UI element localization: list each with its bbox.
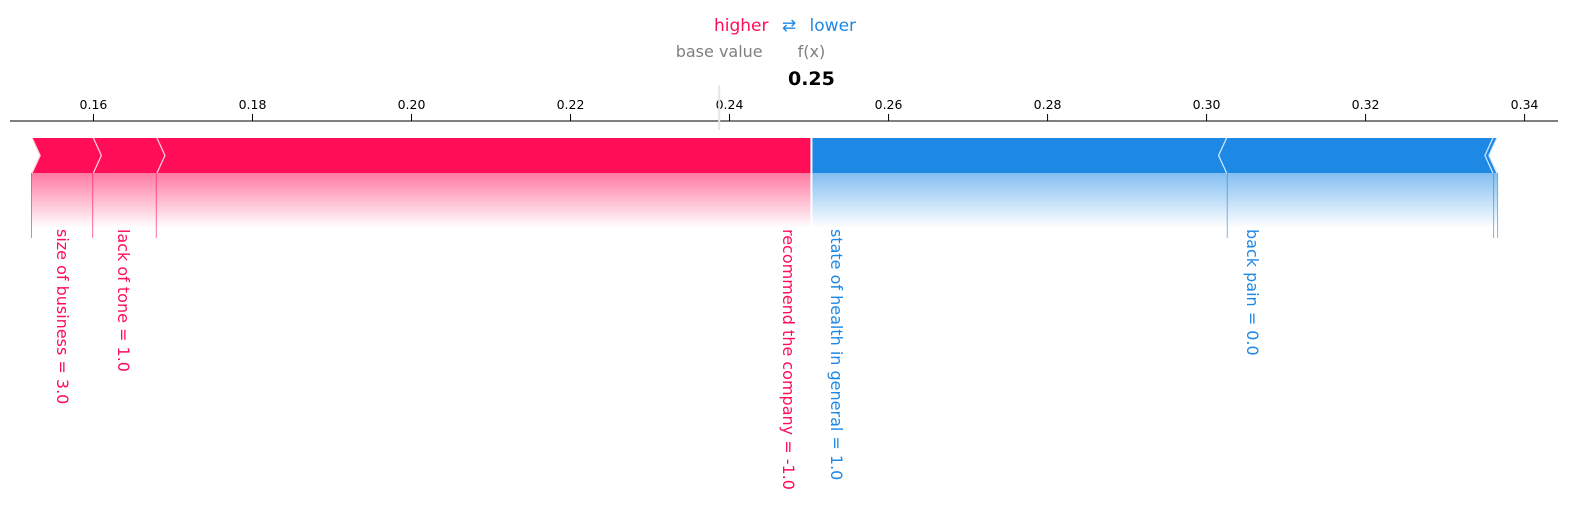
x-tick-label: 0.24 — [716, 97, 744, 112]
x-tick-label: 0.20 — [398, 97, 426, 112]
fx-value: 0.25 — [788, 68, 835, 90]
feature-separator — [30, 137, 41, 174]
fx-label: f(x) — [798, 42, 826, 61]
feature-shade-lower — [1227, 173, 1494, 228]
x-tick-label: 0.16 — [80, 97, 108, 112]
feature-label-higher: lack of tone = 1.0 — [114, 229, 133, 372]
legend-arrows-icon: ⇄ — [782, 16, 796, 36]
feature-label-higher: recommend the company = -1.0 — [779, 229, 798, 490]
feature-label-lower: state of health in general = 1.0 — [827, 229, 846, 480]
feature-bar-higher — [156, 138, 812, 173]
force-bars — [30, 134, 1499, 238]
x-tick-label: 0.30 — [1193, 97, 1221, 112]
legend-higher: higher — [714, 16, 769, 36]
feature-shade-higher — [92, 173, 157, 228]
feature-bar-lower — [1219, 138, 1494, 173]
x-tick-label: 0.28 — [1034, 97, 1062, 112]
feature-bar-lower — [811, 138, 1228, 173]
x-tick-label: 0.18 — [239, 97, 267, 112]
feature-label-lower: back pain = 0.0 — [1243, 229, 1262, 356]
x-tick-label: 0.26 — [875, 97, 903, 112]
x-tick-label: 0.34 — [1511, 97, 1539, 112]
base-value-label: base value — [676, 42, 763, 61]
feature-bar-higher — [31, 138, 101, 173]
feature-shade-lower — [811, 173, 1228, 228]
feature-bar-higher — [92, 138, 165, 173]
feature-bar-lower — [1485, 138, 1498, 173]
legend: higher ⇄ lower — [714, 16, 856, 36]
legend-lower: lower — [810, 16, 856, 36]
feature-label-higher: size of business = 3.0 — [53, 229, 72, 404]
feature-shade-higher — [156, 173, 812, 228]
x-tick-label: 0.22 — [557, 97, 585, 112]
feature-shade-higher — [31, 173, 93, 228]
x-tick-label: 0.32 — [1352, 97, 1380, 112]
feature-labels: recommend the company = -1.0 lack of tone… — [53, 229, 1262, 490]
x-axis-ticks: 0.16 0.18 0.20 0.22 0.24 0.26 0.28 0.30 0.32 0.34 — [80, 97, 1539, 121]
feature-shade-lower — [1493, 173, 1498, 228]
feature-separator — [1488, 137, 1499, 174]
